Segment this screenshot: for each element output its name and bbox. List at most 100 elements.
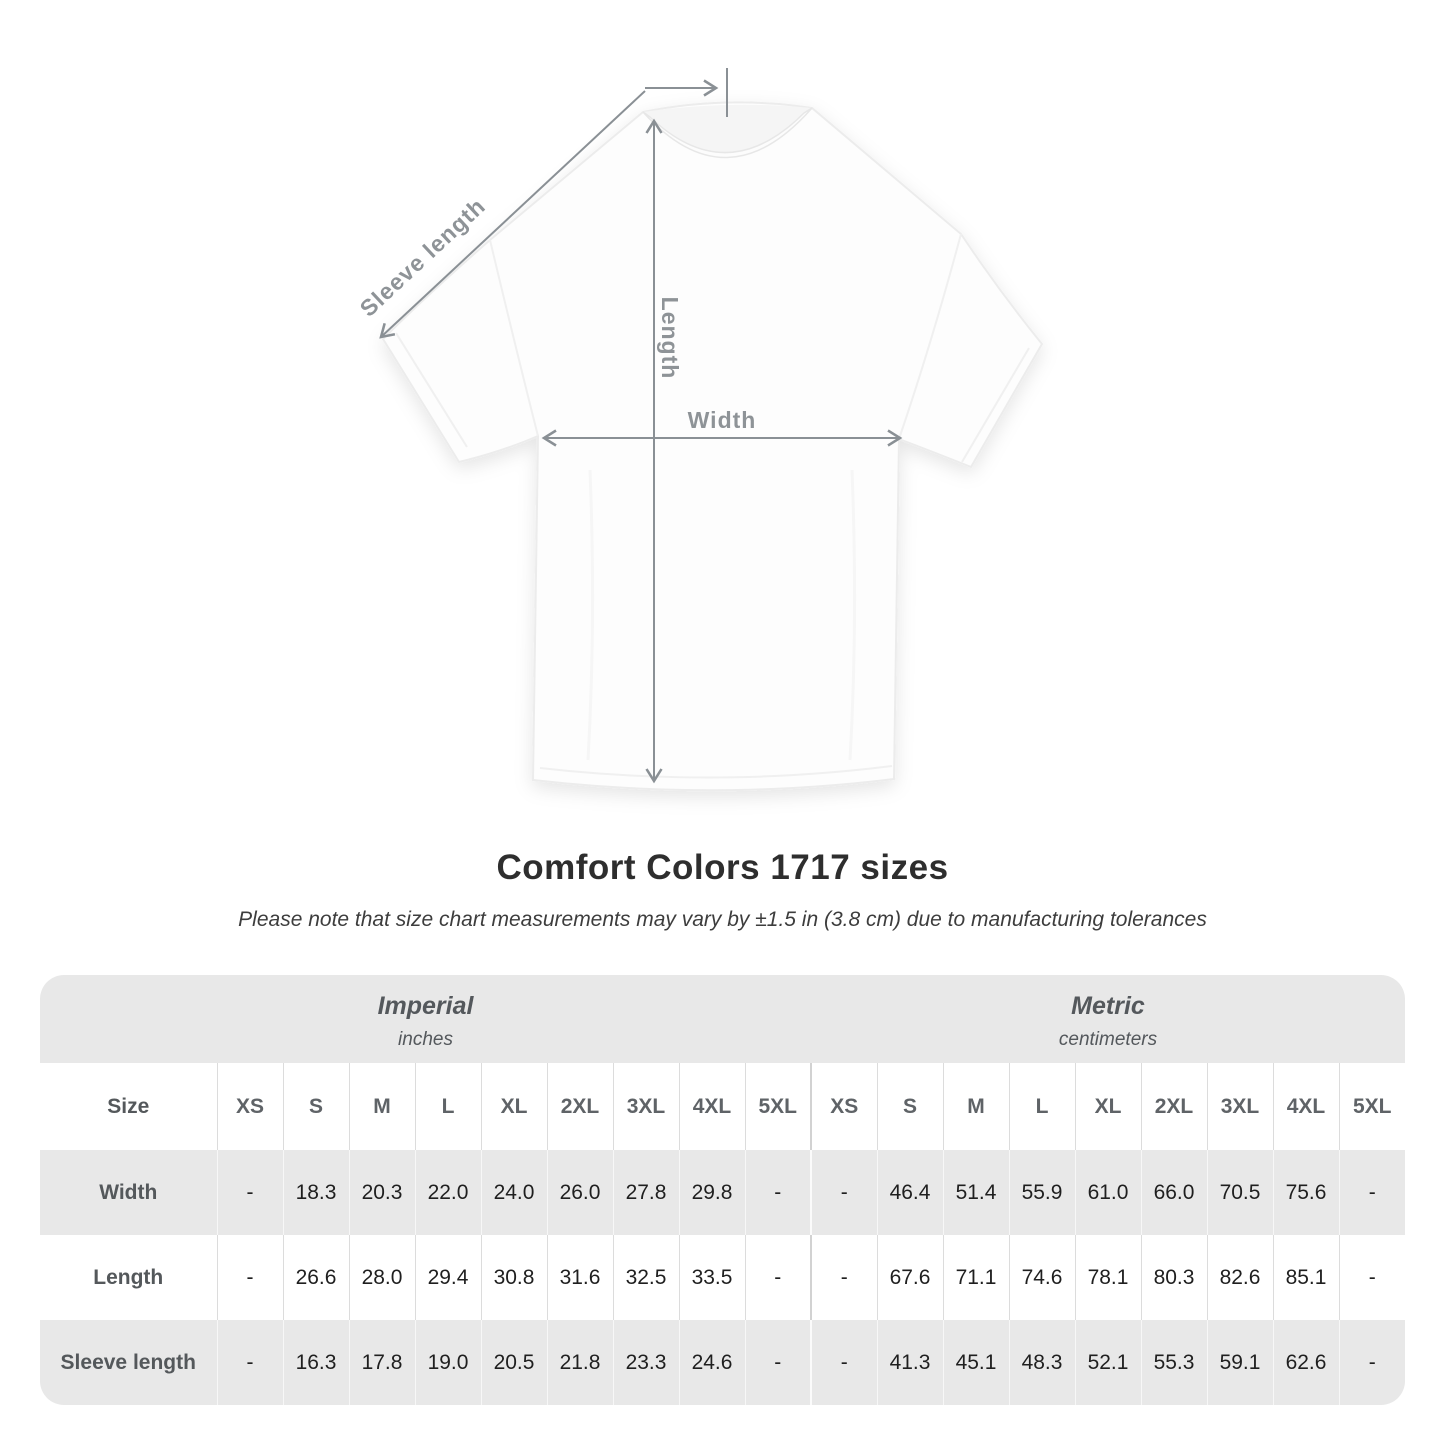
imperial-value-4xl: 33.5 (678, 1235, 745, 1320)
metric-value-l: 55.9 (1008, 1150, 1075, 1235)
imperial-value-2xl: 21.8 (546, 1320, 613, 1405)
metric-value-xl: 78.1 (1074, 1235, 1141, 1320)
size-header-row: Size XS S M L XL 2XL 3XL 4XL 5XL XS S M L XL 2XL 3XL 4XL 5… (40, 1063, 1405, 1150)
imperial-value-m: 17.8 (348, 1320, 415, 1405)
imperial-value-xl: 24.0 (480, 1150, 547, 1235)
imperial-value-s: 18.3 (282, 1150, 349, 1235)
tshirt-graphic (381, 101, 1044, 792)
metric-value-3xl: 82.6 (1206, 1235, 1273, 1320)
unit-group-row: Imperial inches Metric centimeters (40, 975, 1405, 1063)
imperial-value-l: 19.0 (414, 1320, 481, 1405)
metric-group-header: Metric centimeters (811, 975, 1405, 1063)
metric-value-xs: - (810, 1150, 877, 1235)
metric-value-3xl: 59.1 (1206, 1320, 1273, 1405)
imperial-value-l: 29.4 (414, 1235, 481, 1320)
row-label: Width (40, 1150, 217, 1235)
measurement-arrows (379, 68, 903, 784)
imperial-group-label: Imperial (377, 991, 474, 1020)
measurement-row-width: Width -18.3 20.3 22.0 24.0 26.0 27.8 29.8- -46.4… (40, 1150, 1405, 1235)
metric-value-xs: - (810, 1235, 877, 1320)
imperial-value-s: 26.6 (282, 1235, 349, 1320)
size-header-metric-3xl: 3XL (1206, 1063, 1273, 1150)
tolerance-note: Please note that size chart measurements… (238, 908, 1207, 931)
metric-value-m: 71.1 (942, 1235, 1009, 1320)
size-header-imperial-xs: XS (216, 1063, 283, 1150)
size-header-imperial-4xl: 4XL (678, 1063, 745, 1150)
metric-value-l: 74.6 (1008, 1235, 1075, 1320)
size-column-header: Size (107, 1094, 150, 1118)
imperial-value-s: 16.3 (282, 1320, 349, 1405)
size-header-metric-l: L (1008, 1063, 1075, 1150)
imperial-value-l: 22.0 (414, 1150, 481, 1235)
collar-band (642, 107, 813, 159)
imperial-value-3xl: 27.8 (612, 1150, 679, 1235)
sleeve-length-line (379, 90, 646, 339)
imperial-value-xs: - (216, 1150, 283, 1235)
imperial-value-2xl: 31.6 (546, 1235, 613, 1320)
imperial-value-3xl: 23.3 (612, 1320, 679, 1405)
measurement-row-length: Length -26.6 28.0 29.4 30.8 31.6 32.5 33.5- -67.… (40, 1235, 1405, 1320)
length-label: Length (657, 297, 683, 380)
page-title: Comfort Colors 1717 sizes (496, 848, 949, 887)
metric-value-m: 51.4 (942, 1150, 1009, 1235)
metric-group-unit: centimeters (1058, 1028, 1158, 1050)
metric-value-4xl: 75.6 (1272, 1150, 1339, 1235)
size-header-imperial-2xl: 2XL (546, 1063, 613, 1150)
metric-value-xl: 52.1 (1074, 1320, 1141, 1405)
metric-value-2xl: 55.3 (1140, 1320, 1207, 1405)
size-header-metric-4xl: 4XL (1272, 1063, 1339, 1150)
size-header-imperial-xl: XL (480, 1063, 547, 1150)
metric-value-5xl: - (1338, 1235, 1405, 1320)
metric-value-xs: - (810, 1320, 877, 1405)
size-header-imperial-s: S (282, 1063, 349, 1150)
imperial-value-5xl: - (744, 1320, 811, 1405)
size-header-imperial-3xl: 3XL (612, 1063, 679, 1150)
metric-value-2xl: 80.3 (1140, 1235, 1207, 1320)
width-label: Width (688, 407, 757, 433)
imperial-value-5xl: - (744, 1150, 811, 1235)
metric-value-s: 46.4 (876, 1150, 943, 1235)
row-label: Length (93, 1265, 164, 1289)
imperial-value-3xl: 32.5 (612, 1235, 679, 1320)
size-header-metric-2xl: 2XL (1140, 1063, 1207, 1150)
size-header-metric-5xl: 5XL (1338, 1063, 1405, 1150)
tshirt-diagram: Sleeve length Length Width (355, 68, 1044, 792)
imperial-value-xl: 20.5 (480, 1320, 547, 1405)
metric-value-5xl: - (1338, 1320, 1405, 1405)
imperial-value-4xl: 29.8 (678, 1150, 745, 1235)
imperial-value-xl: 30.8 (480, 1235, 547, 1320)
imperial-value-5xl: - (744, 1235, 811, 1320)
measurement-row-sleeve-length: Sleeve length -16.3 17.8 19.0 20.5 21.8 23.3 24… (40, 1320, 1405, 1405)
metric-value-4xl: 62.6 (1272, 1320, 1339, 1405)
size-table: Imperial inches Metric centimeters Size X… (40, 975, 1405, 1405)
imperial-group-header: Imperial inches (40, 975, 811, 1063)
size-header-metric-xs: XS (810, 1063, 877, 1150)
metric-value-3xl: 70.5 (1206, 1150, 1273, 1235)
size-header-imperial-m: M (348, 1063, 415, 1150)
metric-value-4xl: 85.1 (1272, 1235, 1339, 1320)
imperial-value-2xl: 26.0 (546, 1150, 613, 1235)
metric-group-label: Metric (1071, 991, 1145, 1020)
metric-value-m: 45.1 (942, 1320, 1009, 1405)
imperial-value-m: 28.0 (348, 1235, 415, 1320)
metric-value-2xl: 66.0 (1140, 1150, 1207, 1235)
imperial-group-unit: inches (398, 1028, 453, 1050)
imperial-value-xs: - (216, 1235, 283, 1320)
imperial-value-xs: - (216, 1320, 283, 1405)
imperial-value-m: 20.3 (348, 1150, 415, 1235)
size-header-imperial-5xl: 5XL (744, 1063, 811, 1150)
row-label: Sleeve length (40, 1320, 217, 1405)
size-table-body: Width -18.3 20.3 22.0 24.0 26.0 27.8 29.8- -46.4… (40, 1150, 1405, 1405)
metric-value-5xl: - (1338, 1150, 1405, 1235)
metric-value-s: 67.6 (876, 1235, 943, 1320)
metric-value-xl: 61.0 (1074, 1150, 1141, 1235)
metric-value-l: 48.3 (1008, 1320, 1075, 1405)
size-header-imperial-l: L (414, 1063, 481, 1150)
size-header-metric-m: M (942, 1063, 1009, 1150)
metric-value-s: 41.3 (876, 1320, 943, 1405)
size-header-metric-s: S (876, 1063, 943, 1150)
size-table-container: Imperial inches Metric centimeters Size X… (40, 975, 1405, 1405)
imperial-value-4xl: 24.6 (678, 1320, 745, 1405)
size-header-metric-xl: XL (1074, 1063, 1141, 1150)
